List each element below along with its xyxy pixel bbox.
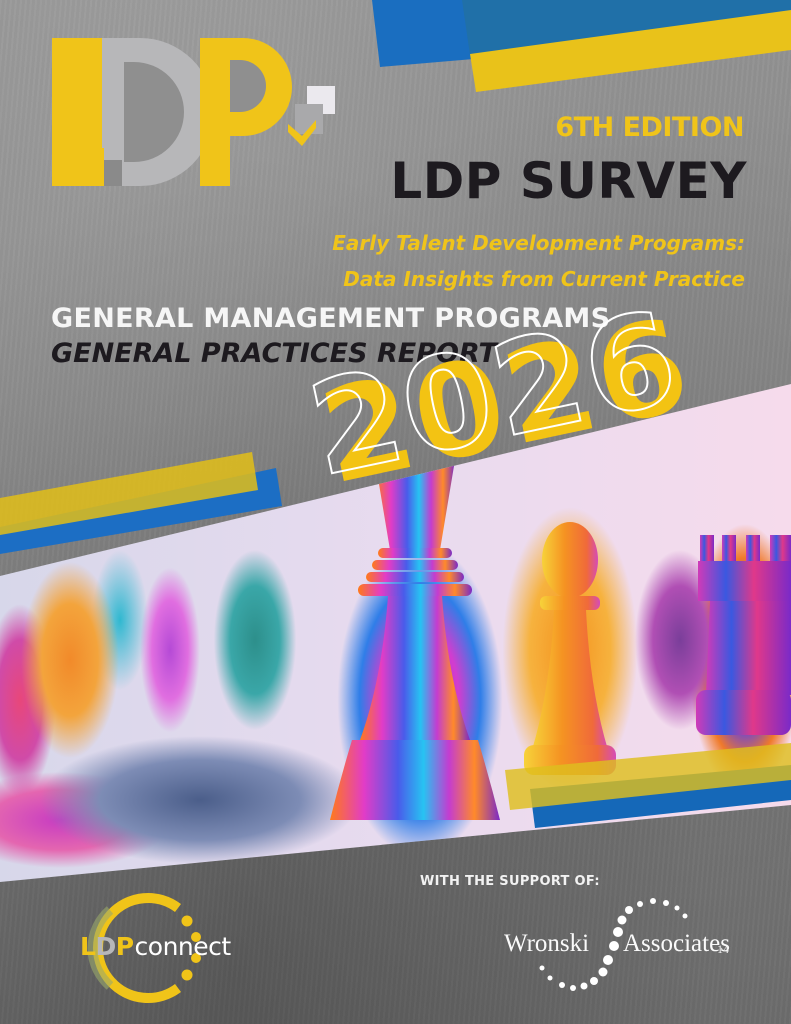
ldp-connect-logo: LDPconnect <box>70 888 231 1008</box>
connect-prefix-d: D <box>95 932 116 961</box>
logo-letter-p-stem <box>200 38 230 186</box>
connect-prefix-p: P <box>115 932 134 961</box>
connect-arc-icon <box>87 893 201 1003</box>
edition-label: 6TH EDITION <box>555 112 744 143</box>
chess-rook-illustration <box>696 535 791 735</box>
subtitle-line-2: Data Insights from Current Practice <box>343 267 745 291</box>
subtitle-line-1: Early Talent Development Programs: <box>332 231 745 255</box>
wronski-associates-logo: Wronski Associates <box>500 890 760 1010</box>
dotted-swirl-icon <box>539 898 688 991</box>
logo-letter-l-foot <box>52 148 104 186</box>
ldp-connect-wordmark: LDPconnect <box>80 932 231 961</box>
wronski-name-part1: Wronski <box>504 930 590 957</box>
ldp-logo <box>52 38 352 188</box>
chess-bishop-illustration <box>524 522 616 775</box>
survey-title: LDP SURVEY <box>390 152 747 210</box>
connect-prefix-l: L <box>80 932 96 961</box>
wronski-name-part2: Associates <box>623 930 730 957</box>
page-number: 14 <box>717 942 729 956</box>
check-icon <box>288 120 316 146</box>
program-title: GENERAL MANAGEMENT PROGRAMS <box>51 303 611 334</box>
chess-queen-illustration <box>330 460 500 820</box>
survey-subtitle: Early Talent Development Programs: Data … <box>225 225 745 297</box>
report-type-title: GENERAL PRACTICES REPORT <box>51 338 497 369</box>
logo-letter-d-notch <box>102 160 122 186</box>
connect-name: connect <box>134 932 232 961</box>
support-label: WITH THE SUPPORT OF: <box>420 874 600 889</box>
